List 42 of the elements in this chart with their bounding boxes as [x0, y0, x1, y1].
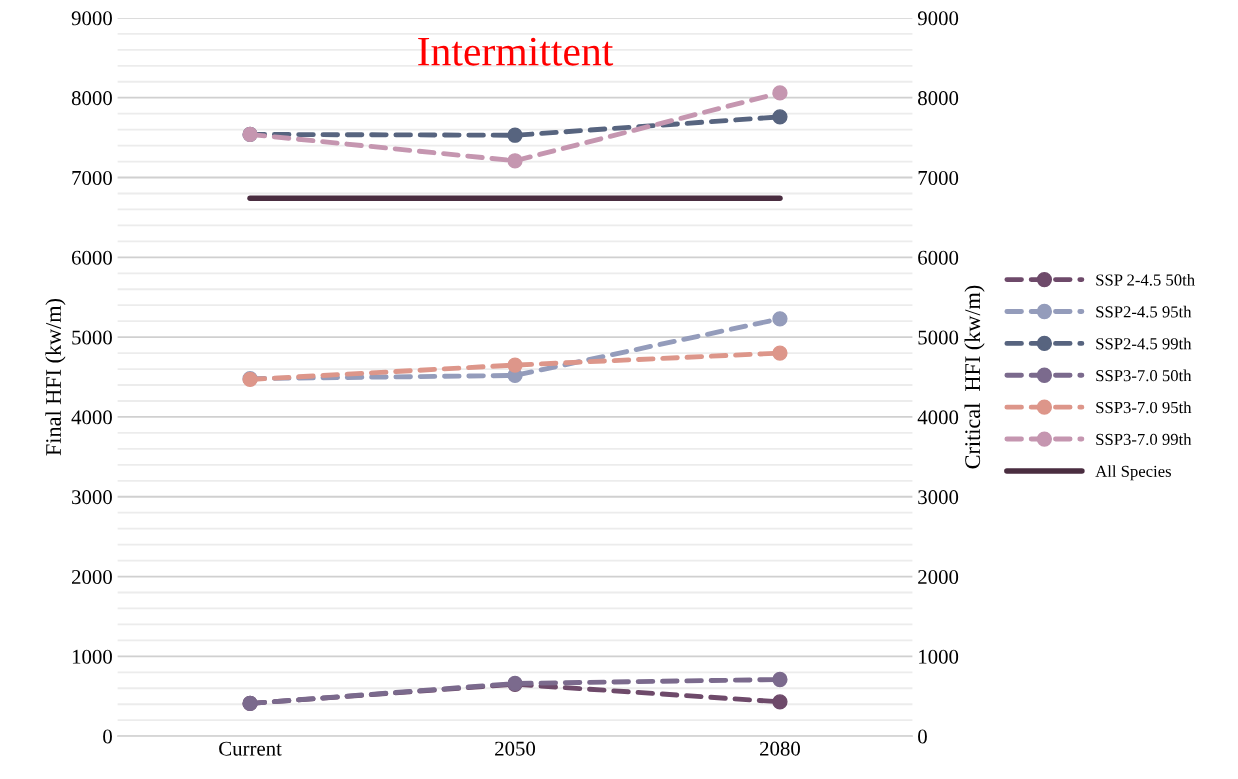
- legend-label: SSP2-4.5 99th: [1096, 337, 1192, 350]
- point: [772, 694, 788, 710]
- y-tick-label: 7000: [72, 170, 112, 185]
- y2-tick-label: 4000: [917, 410, 959, 425]
- legend-label: SSP3-7.0 50th: [1096, 369, 1192, 382]
- y2-tick-label: 0: [918, 729, 927, 744]
- y-tick-label: 2000: [72, 569, 112, 584]
- legend-label: SSP2-4.5 95th: [1096, 305, 1192, 318]
- y2-tick-label: 8000: [918, 91, 959, 106]
- y2-tick-label: 5000: [918, 330, 959, 345]
- y-tick-label: 5000: [72, 330, 112, 345]
- y-axis-title: Final HFI (kw/m): [45, 299, 66, 456]
- legend-label: SSP3-7.0 95th: [1096, 401, 1192, 414]
- chart-title: Intermittent: [418, 37, 614, 66]
- y-tick-label: 1000: [72, 649, 112, 664]
- x-tick-label: 2050: [495, 741, 536, 756]
- y2-tick-label: 2000: [918, 569, 959, 584]
- point: [507, 153, 523, 169]
- point: [772, 109, 788, 125]
- y-tick-label: 6000: [71, 250, 112, 265]
- legend-label: All Species: [1095, 465, 1171, 481]
- point: [507, 357, 523, 373]
- y-tick-label: 9000: [71, 11, 112, 26]
- point: [772, 671, 788, 688]
- point: [507, 127, 523, 143]
- y2-tick-label: 3000: [918, 490, 959, 505]
- y2-tick-label: 7000: [918, 170, 959, 185]
- x-tick-label: Current: [219, 741, 282, 756]
- y2-tick-label: 6000: [918, 250, 959, 265]
- y2-axis-title: Critical HFI (kw/m): [964, 285, 985, 469]
- y2-tick-label: 1000: [919, 649, 959, 664]
- legend-label: SSP3-7.0 99th: [1096, 433, 1192, 446]
- point: [772, 85, 788, 101]
- point: [772, 311, 788, 327]
- legend-label: SSP 2-4.5 50th: [1096, 273, 1195, 286]
- y-tick-label: 8000: [71, 91, 112, 106]
- y-tick-label: 0: [103, 729, 112, 744]
- point: [772, 345, 788, 361]
- x-tick-label: 2080: [760, 741, 800, 756]
- y2-tick-label: 9000: [917, 11, 959, 26]
- y-tick-label: 4000: [71, 410, 112, 425]
- y-tick-label: 3000: [72, 490, 112, 505]
